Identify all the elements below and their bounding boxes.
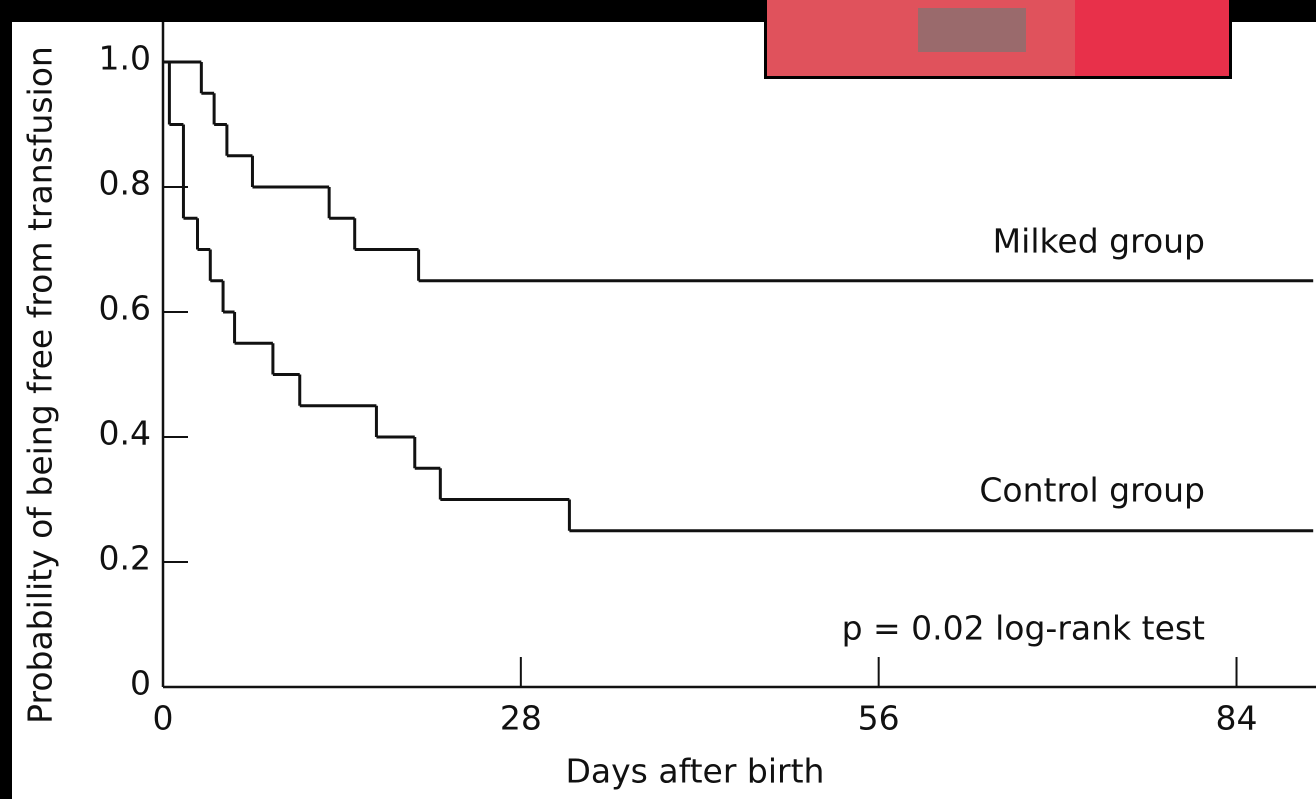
y-axis-title: Probability of being free from transfusi…	[21, 46, 60, 724]
y-tick-label: 1.0	[99, 39, 151, 78]
x-tick-label: 84	[1216, 699, 1258, 738]
thumbnail-image	[918, 8, 1026, 52]
thumbnail-panel	[1075, 0, 1229, 76]
inset-thumbnail	[764, 0, 1232, 79]
x-tick-label: 28	[500, 699, 542, 738]
y-tick-label: 0.2	[99, 539, 151, 578]
y-tick-label: 0.4	[99, 414, 151, 453]
series-label: Milked group	[993, 222, 1205, 261]
y-tick-label: 0.8	[99, 164, 151, 203]
x-axis-title: Days after birth	[566, 752, 825, 791]
y-tick-label: 0	[130, 664, 151, 703]
x-tick-label: 0	[153, 699, 174, 738]
annotation: p = 0.02 log-rank test	[842, 609, 1205, 648]
y-tick-label: 0.6	[99, 289, 151, 328]
plot-background	[12, 22, 1316, 799]
x-tick-label: 56	[858, 699, 900, 738]
series-label: Control group	[979, 471, 1205, 510]
